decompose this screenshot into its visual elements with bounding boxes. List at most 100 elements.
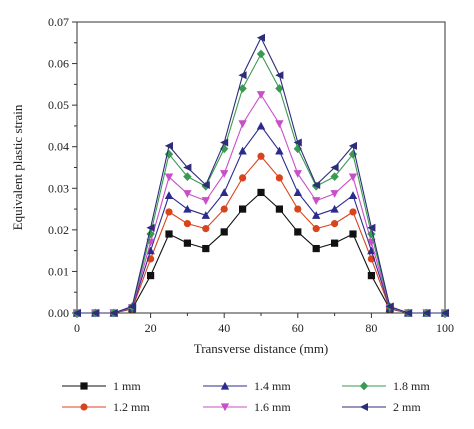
plot-frame: [76, 21, 446, 314]
data-point: [275, 71, 284, 80]
data-point: [164, 191, 174, 199]
data-point: [183, 190, 192, 198]
y-tick-label: 0.04: [48, 140, 69, 154]
x-tick-label: 80: [365, 321, 377, 335]
legend: 1 mm 1.2 mm 1.4 mm 1.6 mm 1.8 mm 2 mm: [62, 379, 430, 414]
data-point: [72, 309, 81, 317]
legend-label: 1.6 mm: [254, 400, 291, 414]
data-point: [201, 197, 210, 205]
data-point: [257, 152, 265, 160]
y-tick-label: 0.02: [48, 223, 69, 237]
series-line: [77, 191, 445, 314]
data-point: [238, 71, 247, 80]
data-point: [330, 204, 339, 213]
data-point: [220, 188, 229, 197]
legend-item: 1.6 mm: [203, 400, 291, 414]
x-tick-label: 0: [74, 321, 80, 335]
data-point: [404, 309, 413, 317]
legend-label: 1.2 mm: [113, 400, 150, 414]
y-tick-label: 0.05: [48, 98, 69, 112]
data-point: [257, 188, 265, 197]
data-point: [312, 225, 320, 233]
data-point: [312, 244, 320, 253]
data-point: [312, 180, 321, 189]
data-point: [146, 223, 155, 232]
data-point: [220, 228, 228, 236]
data-point: [348, 141, 357, 150]
series-line: [77, 36, 445, 314]
data-point: [147, 271, 155, 280]
data-point: [348, 191, 358, 199]
data-point: [183, 220, 191, 228]
legend-item: 1.8 mm: [342, 379, 430, 393]
data-point: [183, 163, 192, 172]
y-tick-label: 0.01: [48, 264, 69, 278]
data-point: [239, 174, 247, 182]
data-point: [367, 229, 376, 239]
data-point: [331, 239, 339, 247]
x-axis-title: Transverse distance (mm): [194, 341, 329, 356]
data-point: [293, 144, 302, 154]
data-point: [238, 120, 247, 129]
data-point: [440, 309, 449, 317]
legend-label: 1.4 mm: [254, 379, 291, 393]
data-point: [294, 205, 302, 213]
data-point: [385, 302, 394, 311]
legend-item: 1.2 mm: [62, 400, 150, 414]
x-tick-label: 100: [436, 321, 454, 335]
data-point: [422, 309, 431, 317]
data-point: [165, 230, 173, 238]
x-tick-label: 40: [218, 321, 230, 335]
data-point: [275, 146, 284, 155]
data-point: [128, 302, 137, 311]
data-point: [220, 170, 229, 178]
data-point: [165, 208, 173, 216]
y-tick-label: 0.03: [48, 181, 69, 195]
data-point: [275, 120, 284, 129]
legend-label: 1 mm: [113, 379, 141, 393]
data-point: [349, 208, 357, 216]
data-point: [183, 239, 191, 247]
data-point: [330, 163, 339, 172]
data-point: [146, 246, 155, 255]
data-point: [293, 170, 302, 178]
data-point: [183, 204, 192, 213]
data-point: [91, 309, 100, 317]
data-point: [312, 197, 321, 205]
data-point: [256, 49, 266, 59]
data-point: [238, 84, 247, 93]
data-point: [109, 309, 118, 317]
data-point: [367, 271, 375, 280]
series-5: [72, 33, 449, 317]
x-tick-label: 20: [145, 321, 157, 335]
data-point: [256, 33, 265, 42]
data-point: [312, 211, 321, 219]
series-1: [73, 152, 449, 317]
data-point: [348, 173, 358, 182]
data-point: [349, 230, 357, 238]
y-axis-title: Equivalent plastic strain: [10, 104, 25, 230]
data-point: [331, 220, 339, 228]
legend-marker: [80, 382, 88, 390]
legend-marker: [359, 381, 369, 391]
data-point: [367, 223, 376, 232]
legend-item: 1 mm: [62, 379, 141, 393]
data-point: [239, 205, 247, 213]
data-point: [294, 228, 302, 236]
y-tick-label: 0.00: [48, 306, 69, 320]
data-point: [293, 138, 302, 147]
data-point: [275, 84, 284, 93]
data-point: [330, 172, 339, 182]
data-point: [330, 190, 339, 198]
series-layer: [72, 33, 450, 318]
data-point: [202, 244, 210, 253]
data-point: [201, 211, 210, 219]
data-point: [275, 205, 283, 213]
data-point: [220, 205, 228, 213]
data-point: [220, 138, 229, 147]
data-point: [202, 225, 210, 233]
data-point: [238, 146, 247, 155]
legend-label: 1.8 mm: [393, 379, 430, 393]
legend-item: 1.4 mm: [203, 379, 291, 393]
